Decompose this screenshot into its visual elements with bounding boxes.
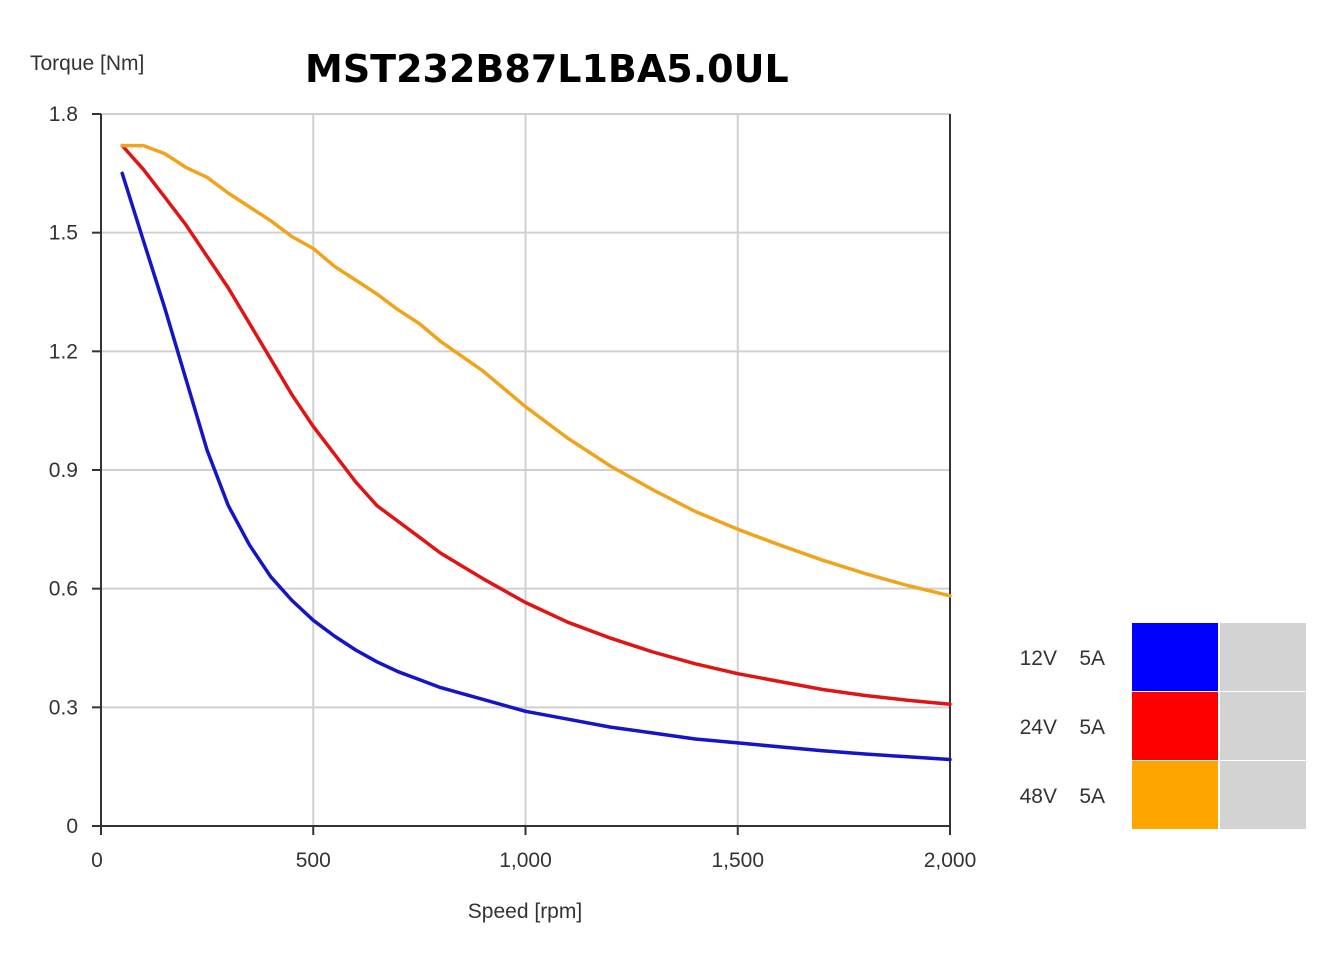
- legend-voltage-label: 12V: [1020, 647, 1057, 670]
- x-tick-label: 2,000: [924, 849, 977, 872]
- axes: 0 0.3 0.6 0.9 1.2 1.5 1.8 0 500 1,000 1,500 2,000: [49, 103, 976, 872]
- x-tick-label: 500: [296, 849, 331, 872]
- grid: [101, 113, 951, 826]
- y-tick-label: 0.9: [49, 459, 78, 482]
- x-tick-label: 0: [91, 849, 103, 872]
- legend-current-label: 5A: [1079, 647, 1105, 670]
- legend-blank-cell: [1220, 761, 1306, 829]
- x-axis-title: Speed [rpm]: [468, 900, 582, 923]
- legend: 12V 5A 24V 5A 48V 5A: [1020, 623, 1306, 829]
- y-tick-label: 1.2: [49, 340, 78, 363]
- legend-swatch-48v: [1132, 761, 1218, 829]
- y-tick-label: 0: [66, 815, 78, 838]
- legend-blank-cell: [1220, 692, 1306, 760]
- legend-blank-cell: [1220, 623, 1306, 691]
- y-tick-label: 1.8: [49, 103, 78, 126]
- legend-swatch-24v: [1132, 692, 1218, 760]
- series-line-12v: [120, 171, 952, 762]
- x-tick-label: 1,500: [711, 849, 764, 872]
- legend-voltage-label: 24V: [1020, 716, 1057, 739]
- series-line-24v: [120, 143, 952, 706]
- series-line-48v: [120, 143, 952, 598]
- y-tick-label: 1.5: [49, 222, 78, 245]
- legend-current-label: 5A: [1079, 716, 1105, 739]
- legend-swatch-12v: [1132, 623, 1218, 691]
- y-tick-label: 0.6: [49, 578, 78, 601]
- y-tick-label: 0.3: [49, 696, 78, 719]
- chart-title: MST232B87L1BA5.0UL: [305, 47, 789, 91]
- legend-current-label: 5A: [1079, 785, 1105, 808]
- x-tick-label: 1,000: [499, 849, 552, 872]
- y-axis-title: Torque [Nm]: [30, 52, 144, 75]
- legend-voltage-label: 48V: [1020, 785, 1057, 808]
- series-lines: [120, 143, 952, 762]
